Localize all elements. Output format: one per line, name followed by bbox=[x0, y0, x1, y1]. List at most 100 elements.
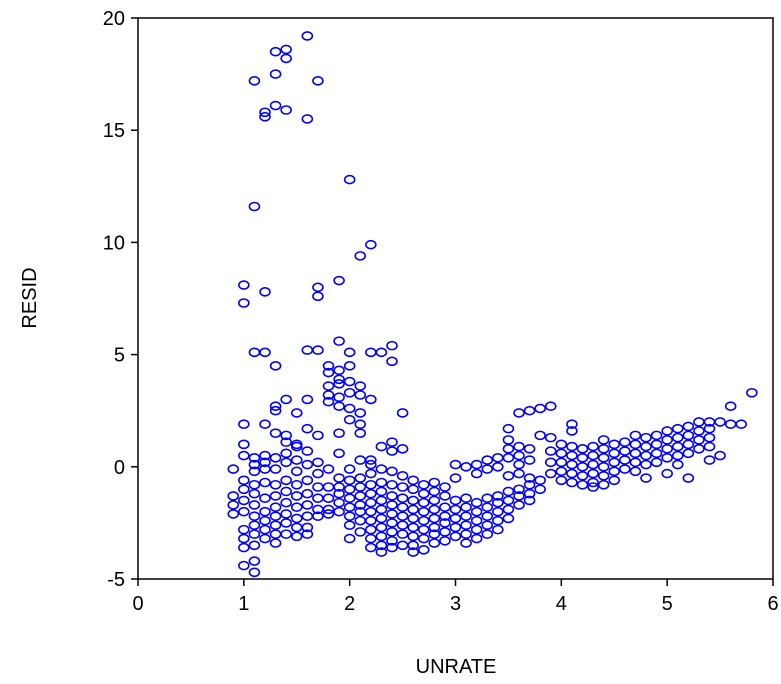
scatter-point bbox=[417, 497, 430, 508]
scatter-point bbox=[396, 444, 409, 454]
scatter-point bbox=[703, 441, 716, 452]
scatter-point bbox=[365, 497, 377, 508]
x-tick-label: 2 bbox=[344, 593, 355, 615]
scatter-point bbox=[312, 76, 324, 86]
scatter-point bbox=[280, 529, 292, 539]
scatter-point bbox=[280, 437, 292, 447]
y-tick-label: 20 bbox=[103, 8, 125, 30]
y-axis: -5 0 5 10 15 20 bbox=[103, 8, 138, 591]
scatter-point bbox=[470, 468, 483, 479]
scatter-point bbox=[682, 421, 695, 432]
scatter-point bbox=[269, 538, 282, 548]
scatter-point bbox=[417, 506, 430, 517]
scatter-point bbox=[396, 482, 409, 492]
scatter-point bbox=[290, 531, 303, 542]
scatter-point bbox=[629, 430, 642, 441]
scatter-point bbox=[407, 540, 419, 551]
scatter-point bbox=[439, 527, 451, 537]
scatter-point bbox=[481, 464, 494, 474]
scatter-point bbox=[523, 455, 536, 465]
scatter-point bbox=[640, 459, 652, 470]
scatter-point bbox=[365, 394, 377, 405]
scatter-point bbox=[640, 441, 652, 452]
scatter-point bbox=[513, 468, 525, 479]
scatter-point bbox=[714, 417, 726, 427]
scatter-point bbox=[238, 533, 250, 544]
scatter-point bbox=[269, 479, 282, 490]
x-axis: 0 1 2 3 4 5 6 bbox=[132, 579, 779, 615]
scatter-point bbox=[365, 468, 377, 479]
scatter-point bbox=[269, 511, 282, 521]
scatter-point bbox=[375, 540, 388, 551]
scatter-point bbox=[396, 408, 409, 418]
scatter-point bbox=[523, 495, 536, 506]
scatter-point bbox=[417, 515, 430, 526]
scatter-point bbox=[301, 394, 314, 405]
x-tick-label: 6 bbox=[767, 593, 778, 615]
scatter-point bbox=[566, 477, 578, 488]
scatter-point bbox=[248, 479, 261, 490]
scatter-point bbox=[502, 470, 515, 481]
scatter-point bbox=[290, 479, 303, 490]
scatter-point bbox=[597, 444, 610, 454]
scatter-point bbox=[544, 432, 557, 443]
scatter-point bbox=[449, 513, 462, 524]
scatter-point bbox=[629, 466, 642, 477]
scatter-point bbox=[470, 515, 483, 526]
scatter-point bbox=[354, 251, 367, 261]
scatter-point bbox=[682, 430, 695, 441]
scatter-point bbox=[407, 513, 419, 524]
scatter-point bbox=[354, 408, 367, 418]
scatter-point bbox=[259, 347, 271, 358]
scatter-point bbox=[629, 457, 642, 468]
plot-area bbox=[137, 17, 774, 580]
scatter-point bbox=[322, 464, 335, 474]
scatter-point bbox=[248, 556, 261, 566]
scatter-point bbox=[566, 441, 578, 452]
scatter-point bbox=[417, 533, 430, 544]
scatter-point bbox=[259, 477, 271, 488]
scatter-point bbox=[460, 511, 472, 521]
scatter-point bbox=[238, 542, 250, 553]
scatter-point bbox=[375, 522, 388, 533]
scatter-point bbox=[671, 459, 684, 470]
scatter-point bbox=[386, 536, 398, 546]
scatter-point bbox=[502, 435, 515, 445]
scatter-point bbox=[248, 459, 261, 470]
scatter-point bbox=[619, 464, 631, 474]
scatter-point bbox=[248, 453, 261, 463]
scatter-point bbox=[238, 560, 250, 571]
scatter-point bbox=[301, 522, 314, 533]
scatter-point bbox=[365, 542, 377, 553]
scatter-point bbox=[248, 511, 261, 521]
scatter-point bbox=[407, 531, 419, 542]
scatter-point bbox=[322, 504, 335, 515]
scatter-point bbox=[502, 423, 515, 434]
scatter-point bbox=[386, 518, 398, 528]
scatter-point bbox=[587, 477, 599, 488]
scatter-point bbox=[566, 459, 578, 470]
scatter-point bbox=[587, 459, 599, 470]
scatter-point bbox=[396, 470, 409, 481]
scatter-point bbox=[238, 475, 250, 486]
scatter-point bbox=[248, 466, 261, 477]
scatter-point bbox=[587, 450, 599, 461]
scatter-point bbox=[280, 486, 292, 497]
scatter-point bbox=[259, 493, 271, 504]
scatter-point bbox=[396, 493, 409, 504]
scatter-point bbox=[492, 515, 504, 526]
scatter-point bbox=[312, 493, 324, 504]
scatter-point bbox=[290, 502, 303, 512]
scatter-point bbox=[375, 504, 388, 515]
scatter-point bbox=[386, 527, 398, 537]
scatter-point bbox=[365, 347, 377, 358]
scatter-point bbox=[280, 518, 292, 528]
scatter-point bbox=[386, 479, 398, 490]
scatter-point bbox=[703, 423, 716, 434]
scatter-point bbox=[449, 522, 462, 533]
scatter-point bbox=[354, 419, 367, 429]
scatter-point bbox=[312, 482, 324, 492]
scatter-point bbox=[269, 361, 282, 371]
scatter-point bbox=[354, 428, 367, 438]
